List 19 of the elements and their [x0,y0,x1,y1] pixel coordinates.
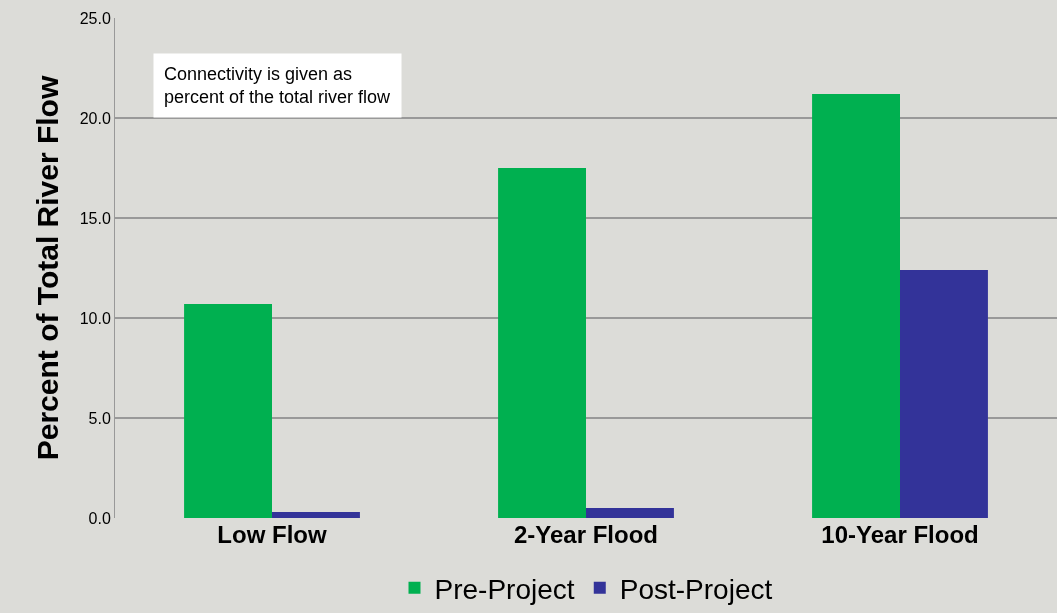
x-tick-label: 10-Year Flood [821,521,979,548]
bar [184,304,272,518]
bar [812,94,900,518]
legend-label: Pre-Project [434,573,575,605]
bar [900,270,988,518]
bar [498,168,586,518]
x-tick-label: Low Flow [217,521,327,548]
y-tick-label: 10.0 [79,309,111,327]
y-tick-label: 15.0 [79,209,111,227]
y-axis-title: Percent of Total River Flow [30,75,64,461]
y-tick-label: 5.0 [88,409,111,427]
bar [272,512,360,518]
y-tick-label: 0.0 [88,509,111,527]
x-tick-label: 2-Year Flood [513,521,659,548]
y-tick-label: 25.0 [79,9,111,27]
bar [586,508,674,518]
y-tick-label: 20.0 [79,109,111,127]
annotation: Connectivity is given as percent of the total river flow [164,64,392,108]
legend-label: Post-Project [619,573,773,605]
